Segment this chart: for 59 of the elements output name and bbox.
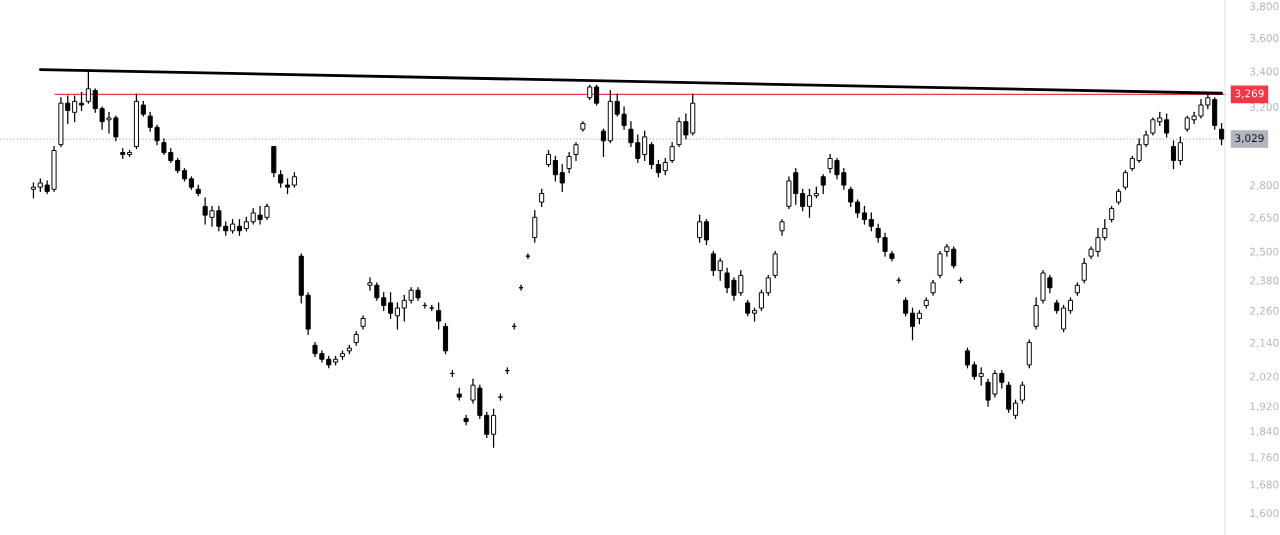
candlestick [909, 307, 916, 341]
candlestick [964, 347, 971, 369]
candlestick [78, 91, 85, 112]
y-tick-label: 2,800 [1250, 181, 1279, 191]
candlestick [491, 408, 497, 448]
candlestick [820, 174, 826, 195]
candlestick [1012, 399, 1019, 420]
candlestick [806, 188, 813, 218]
candlestick [1061, 304, 1067, 333]
y-tick-label: 1,920 [1250, 402, 1279, 412]
y-tick-label: 1,600 [1250, 509, 1279, 519]
candlestick [772, 250, 778, 279]
candlestick [937, 250, 943, 279]
candlestick [703, 218, 710, 246]
y-tick-label: 2,020 [1250, 372, 1279, 382]
candlestick [532, 210, 538, 243]
candlestick [1219, 122, 1225, 146]
y-tick-label: 1,680 [1250, 480, 1279, 490]
ref-line-label: 3,269 [1235, 89, 1264, 99]
y-tick-label: 1,760 [1250, 453, 1279, 463]
candlestick [669, 142, 675, 164]
y-tick-label: 3,800 [1250, 2, 1279, 12]
candlestick [848, 186, 854, 208]
candlestick [552, 155, 558, 182]
y-tick-label: 3,200 [1250, 103, 1279, 112]
candlestick [566, 151, 572, 174]
y-tick-label: 2,260 [1250, 306, 1279, 316]
candlestick [72, 95, 78, 123]
candlestick [388, 292, 394, 320]
y-tick-label: 3,400 [1250, 67, 1279, 77]
candlestick [1164, 113, 1170, 138]
candlestick [463, 414, 469, 426]
candlestick [1177, 136, 1183, 166]
candlestick [1122, 169, 1128, 190]
ref-line-label: 3,029 [1235, 134, 1264, 144]
y-tick-label: 2,650 [1250, 213, 1279, 223]
candlestick [800, 188, 806, 212]
candlestick [1026, 339, 1032, 369]
candlestick [717, 257, 723, 281]
candlestick [697, 214, 703, 243]
y-tick-label: 1,840 [1250, 427, 1279, 437]
candlestick [903, 297, 909, 317]
candlestick [758, 289, 764, 312]
candlestick [1170, 140, 1177, 170]
candlestick [594, 84, 600, 106]
candlestick [710, 250, 716, 277]
candlestick [765, 274, 771, 296]
candlestick [1033, 297, 1039, 330]
candlestick [600, 128, 607, 158]
y-tick-label: 3,600 [1250, 34, 1279, 43]
candlestick [394, 302, 400, 330]
y-tick-label: 2,380 [1250, 276, 1279, 286]
candlestick [1019, 381, 1025, 404]
candlestick [436, 302, 442, 330]
candlestick [648, 142, 655, 170]
candlestick [559, 163, 565, 193]
candlestick [1081, 257, 1087, 284]
y-tick-label: 2,500 [1250, 247, 1279, 257]
y-tick-label: 2,140 [1250, 338, 1279, 348]
